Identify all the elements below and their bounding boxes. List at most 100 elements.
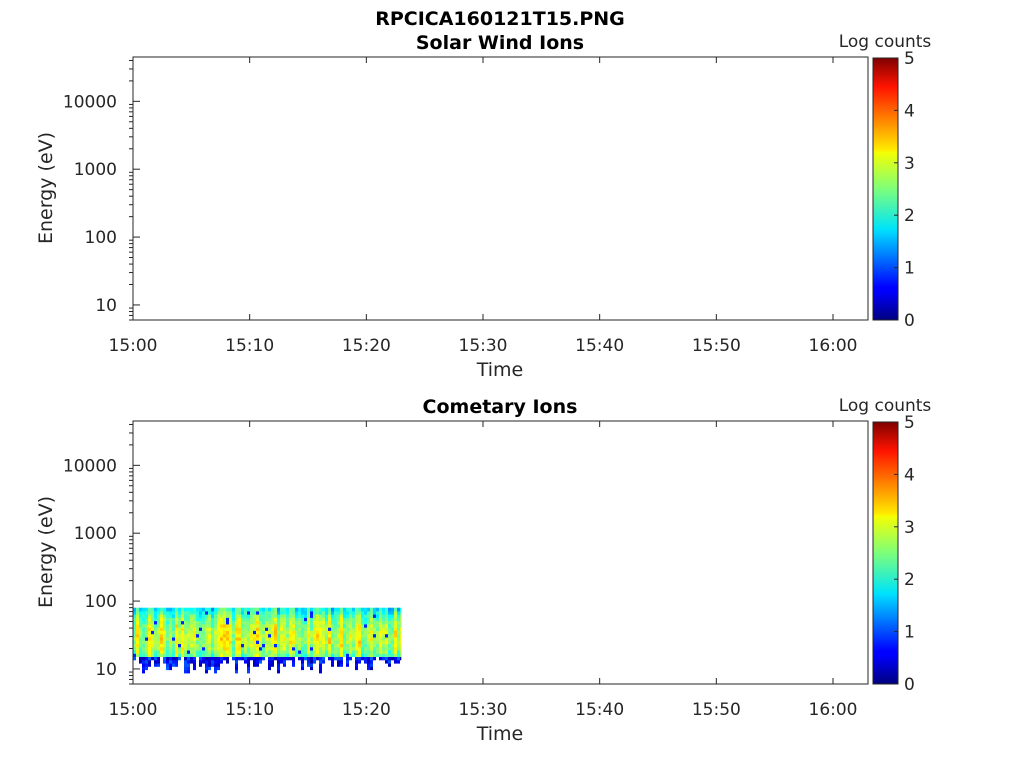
spectrogram-cell [148, 640, 151, 644]
x-tick-label: 15:00 [109, 700, 158, 720]
spectrogram-cell [145, 610, 148, 615]
spectrogram-cell [184, 646, 187, 651]
spectrogram-cell [178, 620, 181, 625]
spectrogram-cell [163, 617, 166, 622]
spectrogram-cell [265, 637, 268, 641]
x-axis-label: Time [476, 723, 524, 745]
spectrogram-cell [139, 627, 142, 631]
spectrogram-cell [364, 659, 367, 664]
spectrogram-cell [382, 640, 385, 644]
spectrogram-cell [157, 617, 160, 622]
spectrogram-cell [295, 640, 298, 644]
spectrogram-cell [274, 650, 277, 654]
spectrogram-cell [346, 607, 349, 612]
spectrogram-cell [349, 617, 352, 622]
spectrogram-cell [217, 643, 220, 648]
spectrogram-cell [259, 620, 262, 625]
spectrogram-cell [205, 653, 208, 657]
spectrogram-cell [205, 669, 208, 674]
spectrogram-cell [352, 624, 355, 628]
spectrogram-cell [214, 633, 217, 638]
spectrogram-cell [139, 640, 142, 644]
spectrogram-cell [295, 627, 298, 631]
spectrogram-cell [175, 646, 178, 651]
spectrogram-cell [346, 630, 349, 635]
x-tick-label: 15:20 [342, 700, 391, 720]
spectrogram-cell [289, 640, 292, 644]
spectrogram-cell [310, 620, 313, 625]
y-tick-label: 1000 [74, 160, 117, 180]
spectrogram-cell [238, 607, 241, 612]
spectrogram-cell [217, 659, 220, 664]
spectrogram-cell [184, 620, 187, 625]
spectrogram-cell [397, 630, 400, 635]
spectrogram-cell [355, 614, 358, 618]
spectrogram-cell [319, 640, 322, 644]
spectrogram-cell [322, 614, 325, 618]
spectrogram-cell [364, 640, 367, 644]
spectrogram-cell [154, 624, 157, 628]
spectrogram-cell [187, 666, 190, 671]
spectrogram-cell [229, 643, 232, 648]
spectrogram-cell [385, 624, 388, 628]
spectrogram-cell [235, 620, 238, 625]
spectrogram-cell [208, 653, 211, 657]
spectrogram-cell [400, 637, 402, 641]
spectrogram-cell [184, 624, 187, 628]
spectrogram-cell [301, 646, 304, 651]
spectrogram-cell [397, 656, 400, 661]
spectrogram-cell [184, 666, 187, 671]
spectrogram-cell [250, 607, 253, 612]
spectrogram-cell [376, 617, 379, 622]
spectrogram-cell [280, 630, 283, 635]
spectrogram-cell [190, 610, 193, 615]
spectrogram-cell [352, 640, 355, 644]
spectrogram-cell [157, 659, 160, 664]
spectrogram-cell [346, 656, 349, 661]
spectrogram-cell [154, 646, 157, 651]
spectrogram-cell [397, 620, 400, 625]
spectrogram-cell [190, 607, 193, 612]
spectrogram-cell [145, 666, 148, 671]
spectrogram-cell [160, 633, 163, 638]
spectrogram-cell [211, 640, 214, 644]
spectrogram-cell [235, 627, 238, 631]
spectrogram-cell [331, 637, 334, 641]
spectrogram-cell [226, 607, 229, 612]
spectrogram-cell [157, 624, 160, 628]
spectrogram-cell [376, 640, 379, 644]
spectrogram-cell [175, 640, 178, 644]
spectrogram-cell [304, 643, 307, 648]
spectrogram-cell [304, 614, 307, 618]
spectrogram-cell [382, 607, 385, 612]
spectrogram-cell [343, 640, 346, 644]
spectrogram-cell [367, 624, 370, 628]
spectrogram-cell [313, 607, 316, 612]
spectrogram-cell [148, 620, 151, 625]
panel-title: Solar Wind Ions [416, 32, 584, 54]
spectrogram-cell [382, 627, 385, 631]
spectrogram-cell [232, 643, 235, 648]
spectrogram-cell [199, 646, 202, 651]
spectrogram-cell [166, 646, 169, 651]
spectrogram-cell [253, 610, 256, 615]
spectrogram-cell [238, 646, 241, 651]
colorbar-tick-label: 5 [904, 49, 915, 69]
spectrogram-cell [397, 614, 400, 618]
spectrogram-cell [172, 646, 175, 651]
spectrogram-cell [184, 610, 187, 615]
x-tick-label: 15:50 [692, 700, 741, 720]
spectrogram-cell [226, 650, 229, 654]
spectrogram-cell [205, 643, 208, 648]
spectrogram-cell [364, 614, 367, 618]
spectrogram-cell [151, 633, 154, 638]
spectrogram-cell [370, 607, 373, 612]
spectrogram-cell [325, 650, 328, 654]
spectrogram-cell [295, 650, 298, 654]
spectrogram-cell [307, 656, 310, 661]
spectrogram-cell [136, 633, 139, 638]
spectrogram-cell [172, 610, 175, 615]
spectrogram-cell [379, 637, 382, 641]
spectrogram-cell [274, 630, 277, 635]
